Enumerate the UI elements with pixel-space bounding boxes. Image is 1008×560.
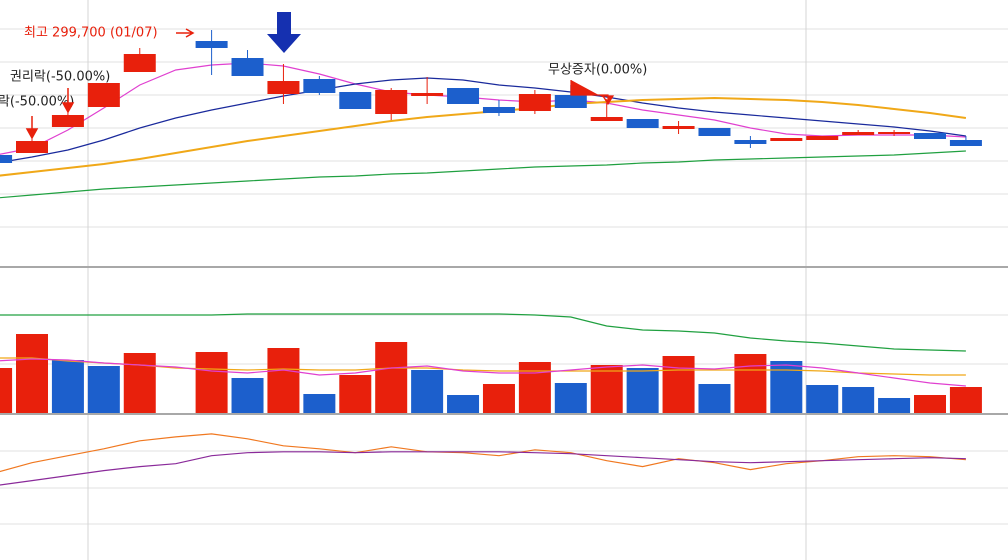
volume-bar [16, 334, 48, 413]
indicator-line [0, 451, 966, 486]
volume-bar [878, 398, 911, 413]
candle-body [123, 54, 156, 72]
candle-body [267, 81, 300, 94]
candle-body [806, 136, 839, 140]
volume-bar [411, 370, 444, 413]
candle-body [411, 93, 444, 96]
candle-body [0, 155, 13, 163]
candle-body [16, 141, 48, 153]
event-arrow [61, 88, 75, 114]
volume-bar [87, 366, 120, 413]
candle-body [662, 126, 695, 129]
candle-body [878, 132, 911, 134]
indicator-line [0, 358, 966, 387]
annotation-arrow [176, 28, 195, 38]
indicator-line [0, 150, 966, 199]
event-arrow [25, 116, 39, 140]
candle-body [734, 140, 767, 144]
volume-bar [770, 361, 803, 413]
event-annotation: 무상증자(0.00%) [548, 63, 647, 78]
candle-body [447, 88, 480, 104]
candle-body [554, 95, 587, 108]
volume-bar [590, 365, 623, 413]
candle-body [518, 94, 551, 111]
marks [0, 30, 982, 486]
candle-body [842, 132, 875, 135]
volume-bar [914, 395, 946, 413]
event-annotation: 권리락(-50.00%) [10, 70, 110, 85]
high-annotation: 최고 299,700 (01/07) [24, 26, 158, 41]
volume-bar [698, 384, 731, 413]
candle-body [770, 138, 803, 141]
volume-bar [662, 356, 695, 413]
candle-body [590, 117, 623, 121]
volume-bar [267, 348, 300, 413]
candle-body [482, 107, 515, 113]
volume-bar [949, 387, 982, 413]
volume-bar [518, 362, 551, 413]
volume-bar [375, 342, 408, 413]
volume-bar [806, 385, 839, 413]
indicator-line [0, 96, 967, 177]
indicator-line [0, 313, 966, 352]
candle-body [303, 79, 336, 93]
volume-bar [0, 368, 13, 413]
signal-arrow [267, 12, 301, 53]
candle-body [51, 115, 84, 127]
volume-bar [842, 387, 875, 413]
candle-body [195, 41, 228, 48]
candle-body [949, 140, 982, 146]
candle-body [626, 119, 659, 128]
candle-body [339, 92, 372, 109]
candle-body [375, 90, 408, 114]
volume-bar [339, 375, 372, 413]
annotations: 최고 299,700 (01/07) 권리락(-50.00%) 상락(-50.0… [0, 12, 647, 140]
volume-bar [303, 394, 336, 413]
volume-bar [231, 378, 264, 413]
candle-body [87, 83, 120, 107]
volume-bar [447, 395, 480, 413]
volume-bar [734, 354, 767, 413]
volume-bar [626, 368, 659, 413]
volume-bar [51, 360, 84, 413]
indicator-line [0, 433, 966, 473]
indicator-line [0, 62, 966, 155]
volume-bar [123, 353, 156, 413]
event-arrow [570, 80, 615, 106]
event-annotation: 상락(-50.00%) [0, 95, 74, 110]
candle-body [914, 133, 946, 139]
volume-bar [195, 352, 228, 413]
indicator-line [0, 77, 966, 163]
candle-body [698, 128, 731, 136]
volume-bar [482, 384, 515, 413]
volume-bar [554, 383, 587, 413]
candle-body [231, 58, 264, 76]
